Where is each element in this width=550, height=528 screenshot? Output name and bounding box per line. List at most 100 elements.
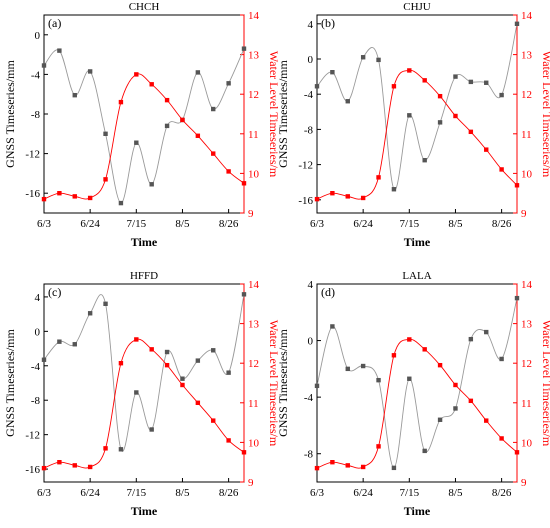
gnss-point [330,324,335,329]
y-right-tick-label: 14 [521,10,533,22]
x-tick-label: 6/3 [310,487,325,499]
x-tick-label: 8/5 [175,218,190,230]
water-level-point [180,117,185,123]
water-level-point [437,93,443,99]
y-right-axis-label: Water Level Timeseries/m [267,51,281,178]
gnss-point [422,448,427,454]
gnss-point [514,21,520,26]
water-level-point [134,337,139,342]
water-level-point [41,465,47,471]
y-right-tick-label: 9 [248,208,254,220]
x-tick-label: 6/3 [37,487,52,499]
water-level-series-line [43,73,245,200]
y-right-tick-label: 13 [521,50,533,62]
gnss-point [149,182,154,187]
gnss-point [211,106,216,112]
y-right-tick-label: 10 [248,437,260,449]
chart-title: CHJU [403,1,431,13]
y-left-tick-label: -8 [31,395,41,407]
gnss-point [195,358,201,363]
y-left-tick-label: -16 [25,464,40,476]
y-right-tick-label: 12 [248,89,259,101]
panel-label: (d) [321,285,335,299]
gnss-point [499,92,504,98]
gnss-point [514,295,520,301]
gnss-point [407,113,412,118]
y-right-tick-label: 14 [248,279,260,291]
x-tick-label: 6/24 [353,487,373,499]
y-right-tick-label: 14 [248,10,260,22]
y-left-tick-label: -16 [298,195,313,207]
water-level-point [164,97,170,103]
x-axis-label: Time [131,504,158,518]
water-level-point [330,191,335,196]
y-right-tick-label: 12 [248,358,259,370]
gnss-point [226,370,231,375]
panel-label: (a) [48,16,61,30]
water-level-point [360,195,366,201]
water-level-point [514,450,520,455]
water-level-point [103,177,108,182]
y-left-tick-label: -12 [25,430,40,442]
x-tick-label: 7/15 [127,218,147,230]
gnss-point [57,339,62,344]
gnss-point [345,99,350,104]
water-level-point [41,196,47,202]
gnss-series-line [316,23,518,190]
gnss-point [118,200,124,206]
plot-frame [43,283,245,483]
y-right-tick-label: 14 [521,279,533,291]
y-left-tick-label: 4 [308,279,314,291]
gnss-point [376,377,381,383]
chart-title: LALA [402,270,431,282]
water-level-point [391,353,397,358]
water-level-point [360,464,366,470]
water-level-point [314,196,320,202]
y-right-tick-label: 13 [248,319,260,331]
y-right-axis-label: Water Level Timeseries/m [540,51,550,178]
water-level-point [241,450,247,455]
gnss-point [164,349,170,355]
x-tick-label: 8/5 [175,487,190,499]
y-right-tick-label: 11 [248,129,259,141]
water-level-point [118,99,124,105]
gnss-point [484,80,489,85]
water-level-point [226,438,231,443]
water-level-point [499,436,504,441]
y-left-tick-label: -4 [31,361,41,373]
x-tick-label: 6/3 [37,218,52,230]
water-level-point [134,72,139,77]
y-left-axis-label: GNSS Timeseries/mm [276,328,290,436]
x-tick-label: 8/26 [492,487,512,499]
water-level-point [345,463,350,468]
water-level-point [103,446,108,451]
gnss-point [211,348,216,353]
y-left-tick-label: -4 [304,392,314,404]
chart-panel-2: HFFD (c) 6/3 6/24 7/15 8/5 8/26 Time 4 0 -4 -8 -12 -1… [3,270,281,518]
x-tick-label: 7/15 [400,218,420,230]
x-tick-label: 8/26 [492,218,512,230]
x-axis-label: Time [404,235,431,249]
water-level-point [499,167,504,172]
water-level-point [149,82,154,87]
gnss-point [134,390,139,395]
y-left-tick-label: -16 [25,188,40,200]
y-left-tick-label: -4 [304,89,314,101]
water-level-point [314,465,320,471]
y-right-tick-label: 9 [521,477,527,489]
gnss-point [499,356,504,362]
y-left-axis-label: GNSS Timeseries/mm [3,59,17,167]
x-tick-label: 7/15 [400,487,420,499]
water-level-point [57,460,62,465]
gnss-point [330,70,335,75]
water-level-point [180,382,185,388]
water-level-point [422,78,427,83]
y-left-tick-label: 4 [308,19,314,31]
y-right-tick-label: 10 [521,168,533,180]
gnss-point [484,329,489,335]
gnss-point [72,342,77,347]
x-tick-label: 8/26 [219,487,239,499]
gnss-point [57,48,62,53]
x-tick-label: 8/5 [448,218,463,230]
water-level-point [72,194,77,199]
